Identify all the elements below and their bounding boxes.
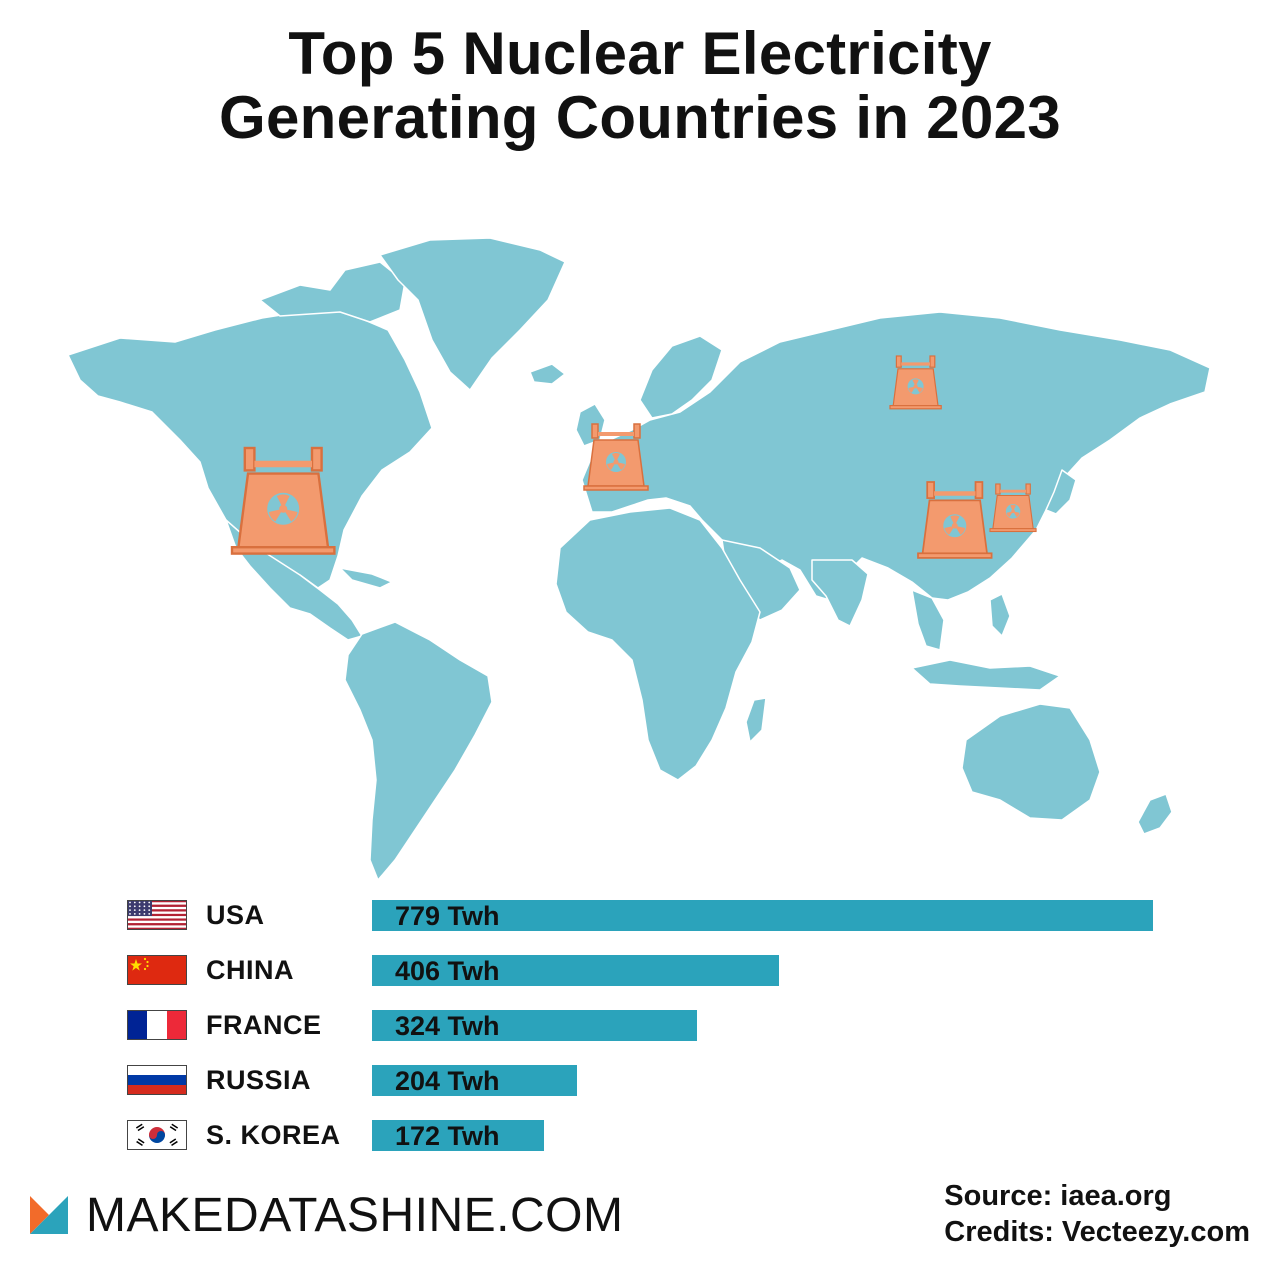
nuclear-plant-icon-china: [917, 481, 993, 559]
australia-landmass: [961, 703, 1101, 821]
category-label: FRANCE: [206, 1010, 322, 1040]
bar-value-label: 324 Twh: [395, 1011, 500, 1041]
bar: [372, 1120, 544, 1151]
usa-flag-icon: [127, 900, 187, 931]
bar-value-label: 779 Twh: [395, 901, 500, 931]
nuclear-plant-icon-south-korea: [989, 483, 1037, 533]
brand-name: MAKEDATASHINE.COM: [86, 1188, 624, 1242]
bar-value-label: 406 Twh: [395, 956, 500, 986]
nuclear-plant-icon-russia: [889, 355, 942, 410]
south-korea-flag-icon: [127, 1120, 187, 1150]
russia-flag-icon: [127, 1065, 187, 1095]
category-label: CHINA: [206, 955, 294, 985]
arctic-islands: [259, 261, 406, 323]
category-label: S. KOREA: [206, 1120, 341, 1150]
china-flag-icon: [127, 955, 187, 985]
southeast-asia-landmass: [911, 589, 945, 651]
chart-title: Top 5 Nuclear Electricity Generating Cou…: [0, 22, 1280, 150]
title-line-2: Generating Countries in 2023: [219, 84, 1061, 151]
source-credits: Source: iaea.org Credits: Vecteezy.com: [944, 1178, 1250, 1250]
category-label: RUSSIA: [206, 1065, 312, 1095]
madagascar-landmass: [745, 697, 767, 743]
greenland-landmass: [379, 237, 566, 391]
source-text: Source: iaea.org: [944, 1180, 1172, 1212]
makedatashine-logo-icon: [30, 1196, 68, 1234]
bar-value-label: 172 Twh: [395, 1121, 500, 1151]
bar: [372, 955, 779, 986]
indonesia-islands: [911, 659, 1061, 691]
brand-logo: MAKEDATASHINE.COM: [30, 1188, 624, 1242]
scandinavia-landmass: [639, 335, 723, 419]
india-landmass: [811, 559, 869, 627]
category-label: USA: [206, 900, 265, 930]
bar-value-label: 204 Twh: [395, 1066, 500, 1096]
philippines-islands: [989, 593, 1011, 637]
bar: [372, 1065, 577, 1096]
africa-landmass: [555, 507, 761, 781]
caribbean-islands: [339, 567, 393, 589]
bar: [372, 900, 1153, 931]
nuclear-plant-icon-france: [583, 423, 649, 491]
nuclear-plant-icon-usa: [230, 446, 336, 555]
credits-text: Credits: Vecteezy.com: [944, 1216, 1250, 1248]
france-flag-icon: [127, 1010, 187, 1040]
bar: [372, 1010, 697, 1041]
title-line-1: Top 5 Nuclear Electricity: [288, 20, 992, 87]
south-america-landmass: [344, 621, 493, 881]
iceland-landmass: [529, 363, 566, 385]
japan-landmass: [1045, 469, 1077, 515]
new-zealand-islands: [1137, 793, 1173, 835]
